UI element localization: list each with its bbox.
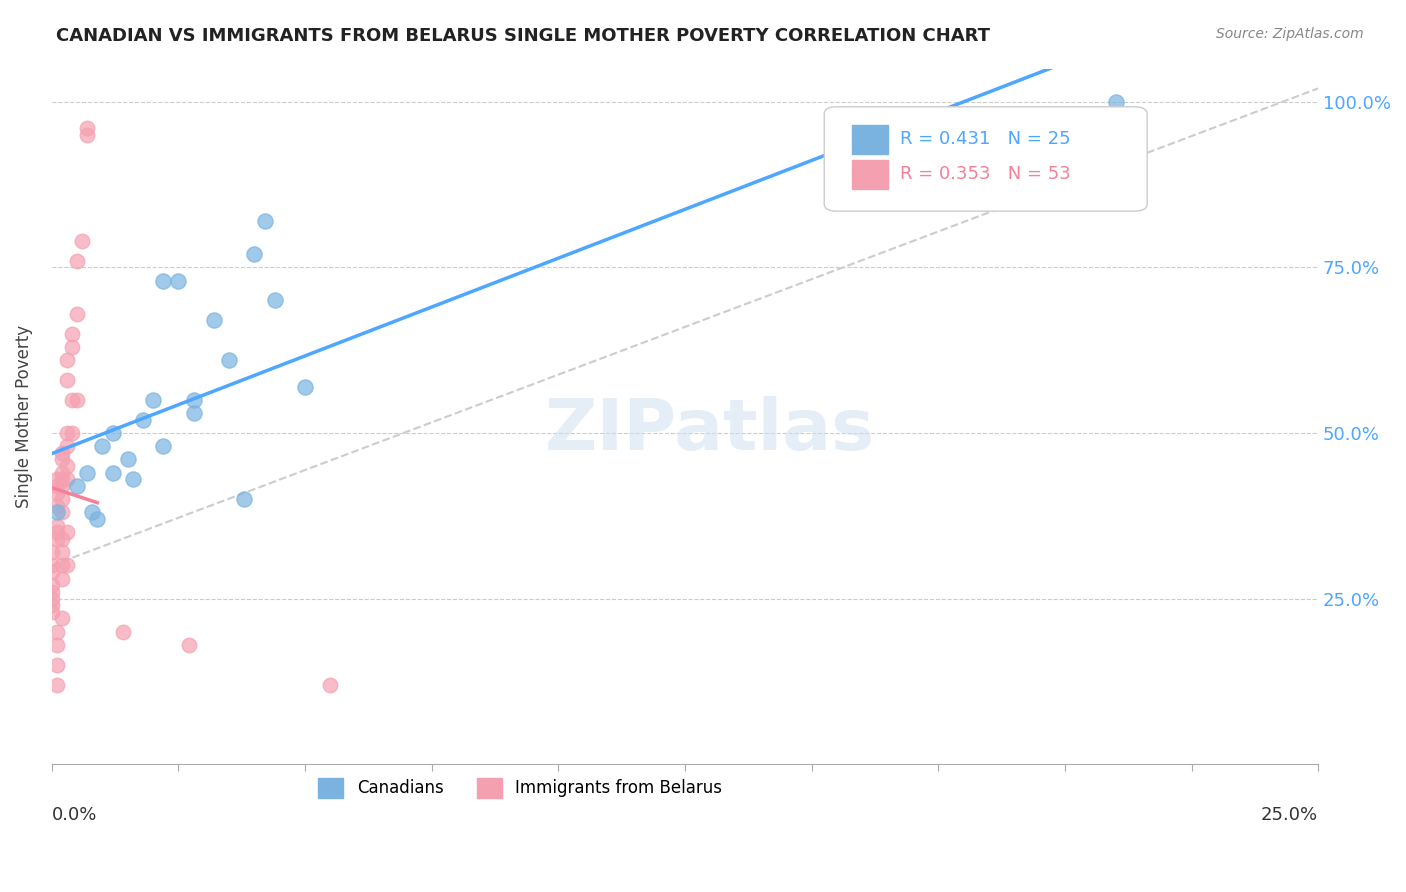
Point [45,532,67,546]
Point [51,466,73,480]
Point [45,518,67,533]
Point [91,439,114,453]
Point [111,624,134,639]
Point [86,512,108,526]
Point [117,452,139,467]
Point [41,558,63,573]
Point [294,379,316,393]
FancyBboxPatch shape [852,160,887,189]
Point [41,605,63,619]
Point [253,214,276,228]
Point [263,293,285,308]
Point [56,459,79,474]
Text: Source: ZipAtlas.com: Source: ZipAtlas.com [1216,27,1364,41]
Point [233,492,256,507]
Point [142,392,165,407]
Point [76,121,98,136]
Point [56,472,79,486]
Point [218,353,240,368]
Legend: Canadians, Immigrants from Belarus: Canadians, Immigrants from Belarus [312,771,728,805]
Point [101,425,124,440]
Point [132,413,155,427]
Point [45,638,67,652]
Point [51,479,73,493]
Point [51,446,73,460]
Point [101,466,124,480]
Point [51,572,73,586]
Point [51,506,73,520]
FancyBboxPatch shape [852,125,887,154]
Text: ZIPatlas: ZIPatlas [546,396,876,465]
Point [41,591,63,606]
Point [152,274,174,288]
Point [56,425,79,440]
Point [60,326,83,341]
Point [76,466,98,480]
Point [45,657,67,672]
Point [183,392,205,407]
Point [51,611,73,625]
Text: CANADIAN VS IMMIGRANTS FROM BELARUS SINGLE MOTHER POVERTY CORRELATION CHART: CANADIAN VS IMMIGRANTS FROM BELARUS SING… [56,27,990,45]
Point [51,558,73,573]
Point [41,545,63,559]
Point [41,578,63,592]
Point [51,545,73,559]
Point [45,525,67,540]
Point [82,506,104,520]
Point [121,472,143,486]
Point [60,425,83,440]
Point [60,340,83,354]
Text: R = 0.431   N = 25: R = 0.431 N = 25 [900,130,1071,148]
Y-axis label: Single Mother Poverty: Single Mother Poverty [15,325,32,508]
Text: 0.0%: 0.0% [52,806,97,824]
Point [45,499,67,513]
Point [177,638,200,652]
Point [66,307,89,321]
Point [66,479,89,493]
Point [41,565,63,579]
Point [319,678,342,692]
Point [152,439,174,453]
Point [56,353,79,368]
Point [167,274,190,288]
Point [51,452,73,467]
Point [51,472,73,486]
Point [66,392,89,407]
Point [45,485,67,500]
Point [45,624,67,639]
Point [56,525,79,540]
Point [45,479,67,493]
Point [1104,95,1126,109]
Point [66,253,89,268]
Point [202,313,225,327]
Point [70,234,93,248]
Point [243,247,266,261]
Point [51,492,73,507]
Point [51,532,73,546]
Point [56,558,79,573]
FancyBboxPatch shape [824,107,1147,211]
Text: R = 0.353   N = 53: R = 0.353 N = 53 [900,165,1071,183]
Point [76,128,98,142]
Text: 25.0%: 25.0% [1261,806,1319,824]
Point [45,506,67,520]
Point [56,373,79,387]
Point [60,392,83,407]
Point [45,472,67,486]
Point [56,439,79,453]
Point [45,678,67,692]
Point [41,599,63,613]
Point [183,406,205,420]
Point [41,585,63,599]
